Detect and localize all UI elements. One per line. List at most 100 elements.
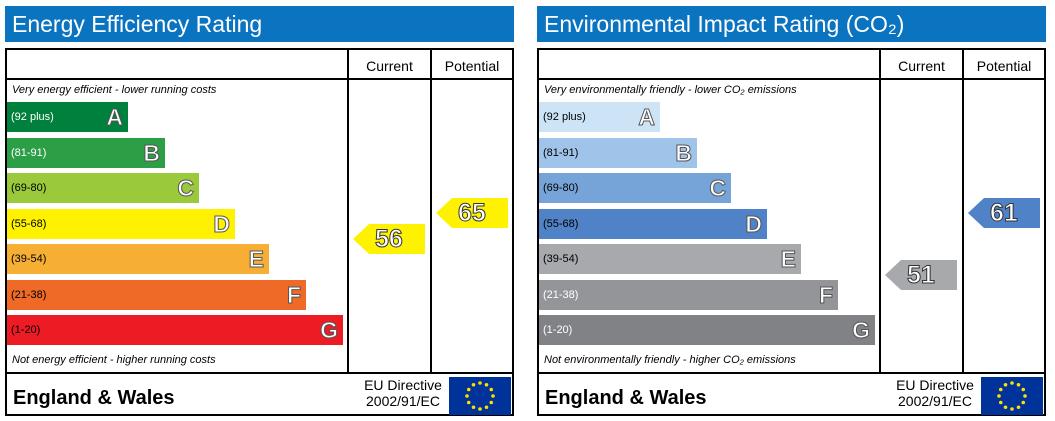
panel-title: Energy Efficiency Rating	[5, 6, 514, 42]
current-column-header: Current	[366, 58, 413, 74]
band-b: (81-91) B	[7, 137, 165, 168]
marker-arrow-shape	[885, 259, 957, 290]
band-e: (39-54) E	[539, 244, 801, 274]
eu-star	[1016, 405, 1021, 410]
eu-star	[998, 387, 1003, 392]
eu-star	[489, 400, 494, 405]
energy-efficiency-panel: Energy Efficiency Rating Current Potenti…	[5, 6, 514, 416]
current-column-header: Current	[898, 58, 945, 74]
marker-arrow	[968, 197, 1040, 228]
band-range-label: (92 plus)	[11, 111, 54, 123]
top-note: Very environmentally friendly - lower CO…	[544, 84, 797, 96]
band-d: (55-68) D	[539, 208, 767, 239]
rating-table: Current Potential Very environmentally f…	[537, 48, 1046, 416]
band-a: (92 plus) A	[7, 102, 128, 132]
bottom-note: Not energy efficient - higher running co…	[12, 354, 216, 366]
band-range-label: (21-38)	[543, 288, 579, 301]
eu-star	[1003, 405, 1008, 410]
bottom-note: Not environmentally friendly - higher CO…	[544, 354, 796, 366]
band-d: (55-68) D	[7, 208, 235, 239]
band-g: (1-20) G	[539, 315, 875, 345]
footer-divider	[7, 372, 512, 374]
band-letter-label: G	[852, 317, 871, 344]
band-b: (81-91) B	[539, 137, 697, 168]
rating-table: Current Potential Very energy efficient …	[5, 48, 514, 416]
marker-arrow-shape	[353, 224, 425, 255]
column-divider	[962, 50, 964, 374]
region-label: England & Wales	[545, 387, 707, 409]
eu-star	[465, 394, 469, 398]
potential-column-header: Potential	[976, 58, 1032, 74]
band-letter-label: C	[709, 175, 727, 202]
band-f: (21-38) F	[539, 279, 838, 310]
eu-star	[491, 394, 495, 398]
eu-star	[478, 381, 482, 385]
band-letter-label: D	[745, 210, 763, 237]
band-range-label: (81-91)	[543, 146, 579, 159]
potential-rating-marker: 61	[968, 197, 1040, 228]
band-letter-label: F	[286, 281, 301, 308]
potential-rating-marker: 65	[436, 197, 508, 228]
eu-star	[1010, 381, 1014, 385]
column-divider	[347, 50, 349, 374]
band-letter-label: C	[177, 175, 195, 202]
column-divider	[879, 50, 881, 374]
eu-directive-text: EU Directive 2002/91/EC	[891, 377, 979, 409]
band-letter-label: G	[320, 317, 339, 344]
eu-star	[471, 405, 476, 410]
eu-flag-icon	[449, 377, 511, 415]
band-letter-label: E	[780, 246, 796, 273]
directive-line-2: 2002/91/EC	[366, 393, 440, 409]
header-divider	[7, 78, 512, 80]
current-rating-value: 56	[375, 225, 404, 254]
band-letter-label: D	[213, 210, 231, 237]
current-rating-marker: 51	[885, 259, 957, 290]
potential-column-header: Potential	[444, 58, 500, 74]
potential-rating-value: 61	[990, 198, 1019, 227]
eu-stars	[997, 381, 1027, 411]
marker-arrow-shape	[436, 197, 508, 228]
band-c: (69-80) C	[539, 173, 731, 203]
potential-rating-value: 65	[458, 198, 487, 227]
band-range-label: (55-68)	[543, 217, 579, 230]
eu-star	[1023, 394, 1027, 398]
band-c: (69-80) C	[7, 173, 199, 203]
band-range-label: (55-68)	[11, 217, 47, 230]
band-a: (92 plus) A	[539, 102, 660, 132]
eu-star	[997, 394, 1001, 398]
environmental-impact-panel: Environmental Impact Rating (CO₂) Curren…	[537, 6, 1046, 416]
eu-star	[1016, 382, 1021, 387]
band-range-label: (69-80)	[11, 182, 47, 194]
eu-star	[1021, 387, 1026, 392]
directive-line-1: EU Directive	[896, 377, 974, 393]
band-letter-label: B	[143, 139, 161, 166]
marker-arrow	[885, 259, 957, 290]
directive-line-1: EU Directive	[364, 377, 442, 393]
band-range-label: (81-91)	[11, 146, 47, 159]
band-letter-label: A	[638, 104, 656, 131]
band-range-label: (1-20)	[11, 324, 41, 336]
marker-arrow	[436, 197, 508, 228]
eu-stars	[465, 381, 495, 411]
eu-star	[1010, 407, 1014, 411]
band-f: (21-38) F	[7, 279, 306, 310]
column-divider	[430, 50, 432, 374]
eu-star	[998, 400, 1003, 405]
eu-star	[466, 400, 471, 405]
eu-star	[484, 405, 489, 410]
header-divider	[539, 78, 1044, 80]
marker-arrow	[353, 224, 425, 255]
eu-directive-text: EU Directive 2002/91/EC	[359, 377, 447, 409]
eu-star	[489, 387, 494, 392]
eu-star	[466, 387, 471, 392]
footer-divider	[539, 372, 1044, 374]
band-range-label: (39-54)	[11, 253, 47, 265]
band-letter-label: A	[106, 104, 124, 131]
eu-star	[471, 382, 476, 387]
band-letter-label: B	[675, 139, 693, 166]
top-note: Very energy efficient - lower running co…	[12, 84, 217, 96]
band-range-label: (92 plus)	[543, 111, 586, 123]
panel-title: Environmental Impact Rating (CO₂)	[537, 6, 1046, 42]
eu-flag-icon	[981, 377, 1043, 415]
eu-star	[484, 382, 489, 387]
